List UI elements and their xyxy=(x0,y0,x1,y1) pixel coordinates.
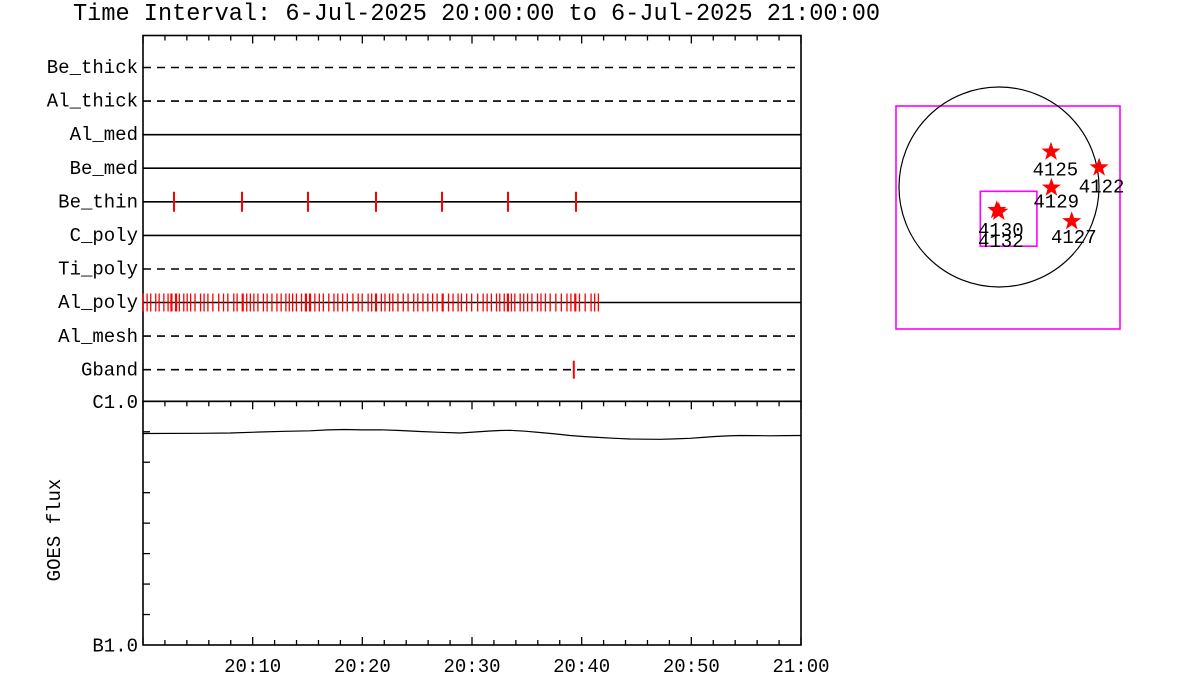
svg-text:21:00: 21:00 xyxy=(772,656,829,678)
svg-text:20:20: 20:20 xyxy=(334,656,391,678)
svg-text:B1.0: B1.0 xyxy=(92,636,138,658)
svg-text:4122: 4122 xyxy=(1079,177,1125,199)
svg-text:4132: 4132 xyxy=(978,231,1024,253)
svg-text:Al_thick: Al_thick xyxy=(47,91,138,113)
svg-text:20:40: 20:40 xyxy=(553,656,610,678)
svg-text:Be_med: Be_med xyxy=(70,158,138,180)
svg-text:4129: 4129 xyxy=(1033,191,1079,213)
svg-text:Al_poly: Al_poly xyxy=(58,292,138,314)
svg-text:Ti_poly: Ti_poly xyxy=(58,259,138,281)
svg-text:C1.0: C1.0 xyxy=(92,392,138,414)
svg-text:20:50: 20:50 xyxy=(663,656,720,678)
svg-text:Time Interval: 6-Jul-2025: Time Interval: 6-Jul-2025 20:00:00 to 6-… xyxy=(73,1,880,28)
svg-text:Al_med: Al_med xyxy=(70,124,138,146)
svg-text:Be_thin: Be_thin xyxy=(58,191,138,213)
svg-text:4125: 4125 xyxy=(1033,159,1079,181)
svg-text:20:30: 20:30 xyxy=(443,656,500,678)
svg-text:Be_thick: Be_thick xyxy=(47,57,138,79)
svg-text:20:10: 20:10 xyxy=(224,656,281,678)
svg-text:GOES flux: GOES flux xyxy=(44,479,66,582)
svg-text:4127: 4127 xyxy=(1051,227,1097,249)
svg-text:Al_mesh: Al_mesh xyxy=(58,326,138,348)
svg-text:C_poly: C_poly xyxy=(70,225,138,247)
svg-text:Gband: Gband xyxy=(81,359,138,381)
